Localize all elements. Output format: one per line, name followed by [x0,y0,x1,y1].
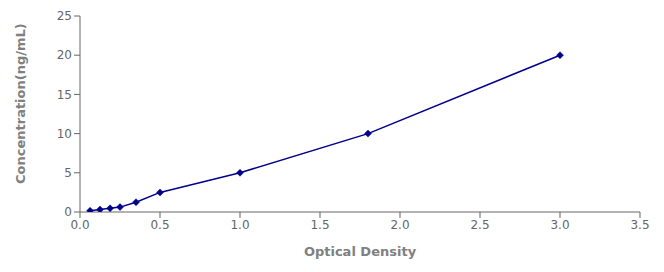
svg-text:0.0: 0.0 [70,218,89,232]
svg-text:1.0: 1.0 [230,218,249,232]
svg-text:25: 25 [57,9,72,23]
svg-text:0: 0 [64,205,72,219]
svg-text:3.5: 3.5 [630,218,649,232]
svg-text:2.5: 2.5 [470,218,489,232]
svg-text:20: 20 [57,48,72,62]
svg-text:15: 15 [57,88,72,102]
svg-text:10: 10 [57,127,72,141]
svg-text:5: 5 [64,166,72,180]
svg-text:3.0: 3.0 [550,218,569,232]
svg-text:2.0: 2.0 [390,218,409,232]
svg-text:Optical Density: Optical Density [304,244,417,259]
svg-text:0.5: 0.5 [150,218,169,232]
svg-text:Concentration(ng/mL): Concentration(ng/mL) [13,23,28,184]
svg-text:1.5: 1.5 [310,218,329,232]
